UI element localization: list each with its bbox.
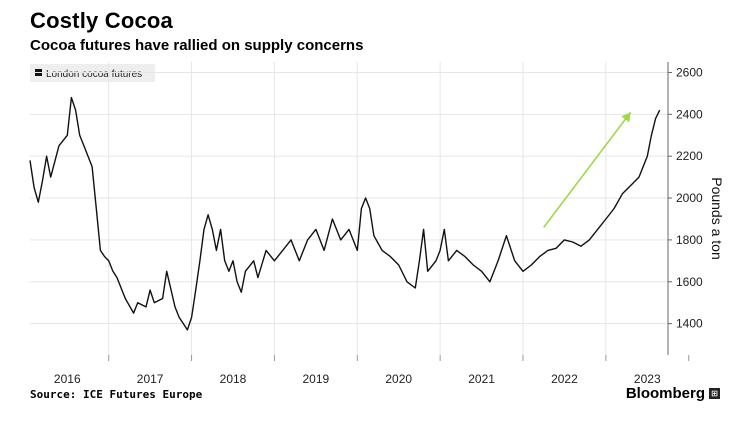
legend-label: London cocoa futures [46,69,142,80]
bloomberg-logo: Bloomberg ⊞ [626,385,720,402]
annotation-arrow [543,111,632,228]
x-tick-label: 2021 [468,372,495,386]
y-tick-label: 2200 [676,149,703,163]
chart-title: Costly Cocoa [30,8,173,33]
x-tick-label: 2022 [551,372,578,386]
y-tick-labels: 1400 1600 1800 2000 2200 2400 2600 [676,65,703,330]
brand-name: Bloomberg [625,385,705,402]
x-tick-label: 2023 [634,372,661,386]
y-tick-label: 2000 [676,191,703,205]
chart-subtitle: Cocoa futures have rallied on supply con… [30,37,364,54]
y-tick-label: 2400 [676,107,703,121]
series-line [29,96,661,331]
y-axis-label: Pounds a ton [709,177,725,260]
terminal-icon: ⊞ [709,388,720,399]
x-tick-labels: 2016 2017 2018 2019 2020 2021 2022 2023 [54,355,690,386]
legend-box [30,64,155,82]
x-tick-label: 2018 [220,372,247,386]
y-tick-label: 1400 [676,317,703,331]
source-note: Source: ICE Futures Europe [30,388,203,401]
x-tick-label: 2020 [385,372,412,386]
x-tick-label: 2017 [137,372,164,386]
y-tick-label: 1600 [676,275,703,289]
arrow-shaft [543,111,632,228]
y-tick-label: 2600 [676,65,703,79]
y-tick-label: 1800 [676,233,703,247]
grid-lines [30,62,672,355]
x-tick-label: 2016 [54,372,81,386]
series-path [29,96,661,331]
arrow-head [621,112,631,123]
x-tick-label: 2019 [303,372,330,386]
